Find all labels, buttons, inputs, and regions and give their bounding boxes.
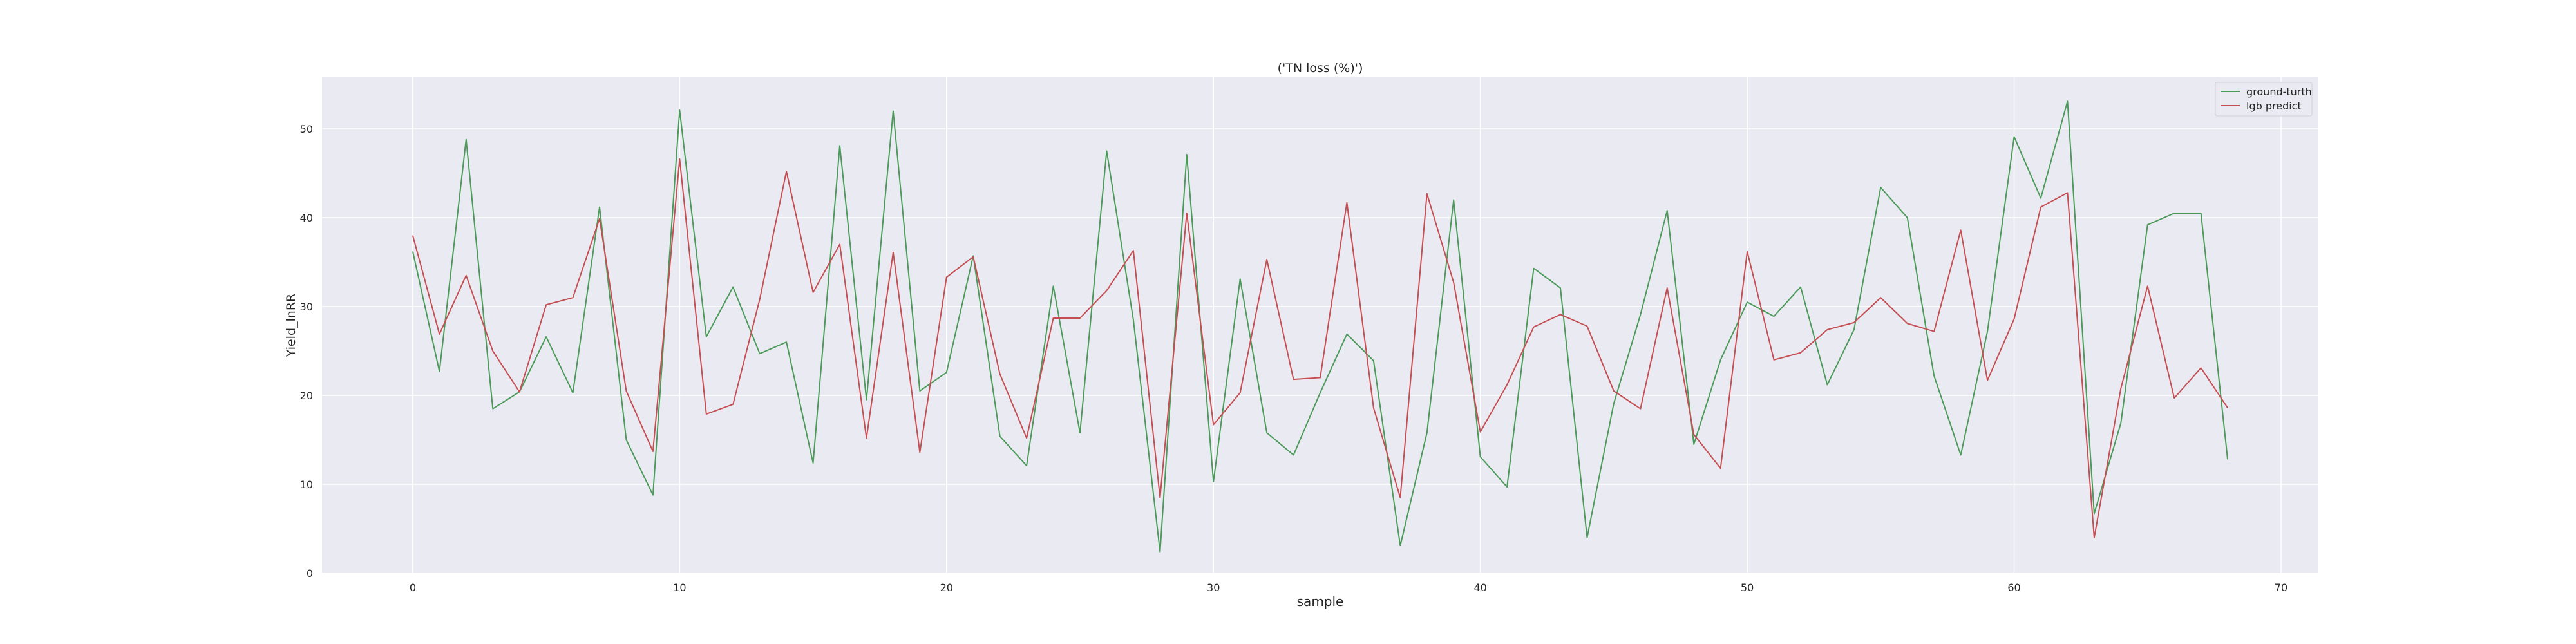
x-tick-label: 20	[940, 582, 953, 594]
plot-area	[322, 77, 2318, 573]
x-tick-label: 10	[673, 582, 686, 594]
y-tick-label: 20	[300, 390, 313, 402]
legend-label-lgb-predict: lgb predict	[2246, 100, 2302, 112]
legend: ground-turth lgb predict	[2215, 82, 2313, 117]
y-tick-label: 0	[307, 567, 313, 580]
legend-label-ground-turth: ground-turth	[2246, 86, 2312, 98]
series-line-lgb-predict	[412, 158, 2228, 538]
x-tick-label: 40	[1473, 582, 1486, 594]
x-tick-label: 50	[1741, 582, 1754, 594]
tick-labels: 0 10 20 30 40 50 60 70 0 10 20 30 40 50	[300, 123, 2288, 594]
y-axis-label: Yield_lnRR	[284, 294, 298, 357]
grid	[322, 77, 2318, 574]
chart-title: ('TN loss (%)')	[1278, 61, 1363, 75]
y-tick-label: 30	[300, 301, 313, 313]
series-layer	[412, 100, 2229, 553]
x-tick-label: 70	[2275, 582, 2287, 594]
y-tick-label: 40	[300, 212, 313, 224]
x-tick-label: 30	[1207, 582, 1220, 594]
x-tick-label: 60	[2007, 582, 2020, 594]
y-tick-label: 50	[300, 123, 313, 135]
x-axis-label: sample	[1297, 594, 1344, 609]
x-tick-label: 0	[410, 582, 416, 594]
y-tick-label: 10	[300, 478, 313, 491]
series-line-ground-turth	[412, 100, 2229, 553]
